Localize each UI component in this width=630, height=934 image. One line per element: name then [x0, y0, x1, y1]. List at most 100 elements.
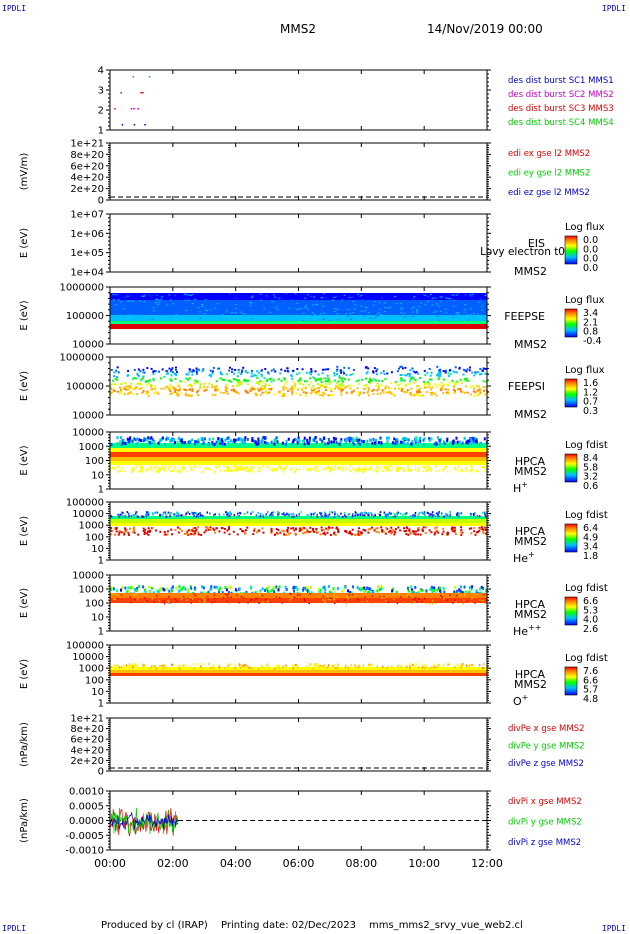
heatmap-speckle	[334, 437, 337, 441]
heatmap-speckle	[441, 385, 444, 388]
heatmap-speckle	[257, 439, 260, 443]
heatmap-speckle	[470, 512, 472, 515]
heatmap-speckle	[285, 387, 288, 390]
heatmap-speckle	[245, 590, 248, 594]
heatmap-speckle	[114, 467, 116, 470]
heatmap-speckle	[483, 467, 485, 470]
heatmap-speckle	[387, 436, 390, 440]
heatmap-speckle	[388, 530, 391, 533]
heatmap-speckle	[352, 311, 355, 313]
heatmap-speckle	[124, 388, 127, 391]
heatmap-speckle	[463, 599, 465, 602]
heatmap-speckle	[197, 393, 200, 396]
heatmap-speckle	[173, 468, 175, 471]
heatmap-speckle	[182, 441, 185, 445]
heatmap-speckle	[417, 306, 420, 308]
heatmap-speckle	[238, 465, 241, 468]
heatmap-speckle	[137, 515, 139, 518]
heatmap-speckle	[356, 513, 359, 516]
heatmap-speckle	[310, 515, 312, 518]
x-tick-label: 00:00	[94, 857, 126, 870]
heatmap-speckle	[176, 513, 179, 516]
heatmap-speckle	[215, 467, 217, 470]
heatmap-speckle	[482, 586, 485, 590]
heatmap-speckle	[111, 515, 113, 518]
heatmap-speckle	[436, 365, 439, 368]
heatmap-speckle	[265, 391, 268, 394]
heatmap-speckle	[328, 513, 331, 516]
heatmap-speckle	[426, 468, 429, 471]
heatmap-speckle	[402, 440, 405, 444]
heatmap-speckle	[290, 307, 293, 309]
heatmap-speckle	[216, 388, 219, 391]
heatmap-speckle	[243, 665, 246, 668]
heatmap-speckle	[273, 590, 276, 594]
heatmap-speckle	[247, 379, 250, 382]
heatmap-speckle	[164, 667, 167, 670]
heatmap-speckle	[295, 528, 298, 531]
heatmap-speckle	[472, 312, 475, 314]
heatmap-speckle	[382, 597, 385, 600]
heatmap-speckle	[382, 530, 385, 533]
heatmap-speckle	[431, 588, 434, 592]
heatmap-speckle	[122, 664, 125, 667]
heatmap-speckle	[470, 601, 472, 604]
heatmap-speckle	[455, 294, 458, 296]
heatmap-band	[110, 667, 487, 670]
heatmap-speckle	[438, 515, 440, 518]
heatmap-speckle	[297, 666, 299, 669]
heatmap-speckle	[327, 528, 330, 531]
heatmap-speckle	[228, 512, 231, 515]
heatmap-speckle	[134, 588, 137, 592]
heatmap-speckle	[143, 371, 146, 374]
heatmap-speckle	[377, 531, 380, 534]
heatmap-band	[110, 294, 487, 296]
heatmap-speckle	[343, 372, 346, 375]
heatmap-speckle	[277, 664, 280, 667]
heatmap-speckle	[334, 465, 337, 468]
heatmap-speckle	[174, 295, 177, 297]
heatmap-speckle	[136, 599, 139, 601]
y-axis-label: E (eV)	[19, 588, 30, 618]
heatmap-speckle	[441, 515, 443, 518]
heatmap-speckle	[347, 378, 350, 381]
heatmap-speckle	[336, 309, 339, 311]
heatmap-speckle	[345, 385, 348, 388]
heatmap-speckle	[433, 533, 436, 536]
y-tick-label: 1e+06	[70, 229, 104, 240]
heatmap-speckle	[360, 532, 363, 535]
heatmap-speckle	[430, 378, 433, 381]
heatmap-speckle	[133, 664, 136, 667]
heatmap-speckle	[338, 377, 341, 380]
heatmap-speckle	[227, 469, 230, 472]
heatmap-speckle	[443, 590, 446, 594]
heatmap-speckle	[368, 514, 370, 517]
y-tick-label: 10000	[72, 428, 104, 439]
heatmap-speckle	[150, 385, 153, 388]
heatmap-speckle	[293, 585, 296, 589]
heatmap-speckle	[257, 466, 260, 469]
heatmap-speckle	[184, 392, 187, 395]
heatmap-speckle	[484, 532, 487, 535]
heatmap-speckle	[444, 465, 446, 468]
heatmap-speckle	[264, 388, 267, 391]
heatmap-speckle	[208, 663, 210, 666]
heatmap-speckle	[128, 515, 130, 518]
heatmap-speckle	[423, 466, 426, 469]
heatmap-speckle	[370, 513, 373, 516]
heatmap-speckle	[358, 469, 361, 472]
heatmap-speckle	[133, 531, 136, 534]
heatmap-speckle	[197, 368, 200, 371]
heatmap-speckle	[253, 529, 256, 532]
heatmap-speckle	[470, 587, 473, 591]
species-superscript: +	[522, 693, 529, 702]
heatmap-speckle	[341, 388, 344, 391]
heatmap-speckle	[163, 533, 166, 536]
heatmap-speckle	[274, 439, 277, 443]
heatmap-speckle	[452, 439, 455, 443]
heatmap-speckle	[167, 511, 170, 514]
heatmap-speckle	[120, 382, 123, 385]
heatmap-speckle	[323, 514, 326, 517]
heatmap-speckle	[347, 367, 350, 370]
heatmap-speckle	[309, 377, 312, 380]
